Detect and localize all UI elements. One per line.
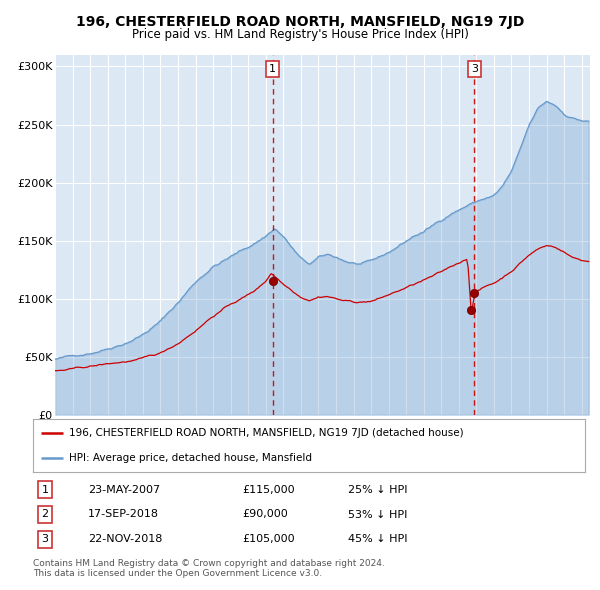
Text: £115,000: £115,000 bbox=[243, 484, 295, 494]
Text: 25% ↓ HPI: 25% ↓ HPI bbox=[347, 484, 407, 494]
Text: 53% ↓ HPI: 53% ↓ HPI bbox=[347, 510, 407, 519]
Text: 196, CHESTERFIELD ROAD NORTH, MANSFIELD, NG19 7JD: 196, CHESTERFIELD ROAD NORTH, MANSFIELD,… bbox=[76, 15, 524, 29]
Text: 2: 2 bbox=[41, 510, 49, 519]
Text: 17-SEP-2018: 17-SEP-2018 bbox=[88, 510, 159, 519]
Text: 23-MAY-2007: 23-MAY-2007 bbox=[88, 484, 160, 494]
Text: 22-NOV-2018: 22-NOV-2018 bbox=[88, 535, 163, 545]
Text: £90,000: £90,000 bbox=[243, 510, 289, 519]
Text: 1: 1 bbox=[269, 64, 276, 74]
Text: Price paid vs. HM Land Registry's House Price Index (HPI): Price paid vs. HM Land Registry's House … bbox=[131, 28, 469, 41]
Text: 3: 3 bbox=[471, 64, 478, 74]
Text: HPI: Average price, detached house, Mansfield: HPI: Average price, detached house, Mans… bbox=[69, 453, 312, 463]
Text: 3: 3 bbox=[41, 535, 49, 545]
Text: This data is licensed under the Open Government Licence v3.0.: This data is licensed under the Open Gov… bbox=[33, 569, 322, 578]
Text: 45% ↓ HPI: 45% ↓ HPI bbox=[347, 535, 407, 545]
Text: £105,000: £105,000 bbox=[243, 535, 295, 545]
Text: Contains HM Land Registry data © Crown copyright and database right 2024.: Contains HM Land Registry data © Crown c… bbox=[33, 559, 385, 568]
Text: 1: 1 bbox=[41, 484, 49, 494]
Text: 196, CHESTERFIELD ROAD NORTH, MANSFIELD, NG19 7JD (detached house): 196, CHESTERFIELD ROAD NORTH, MANSFIELD,… bbox=[69, 428, 464, 438]
